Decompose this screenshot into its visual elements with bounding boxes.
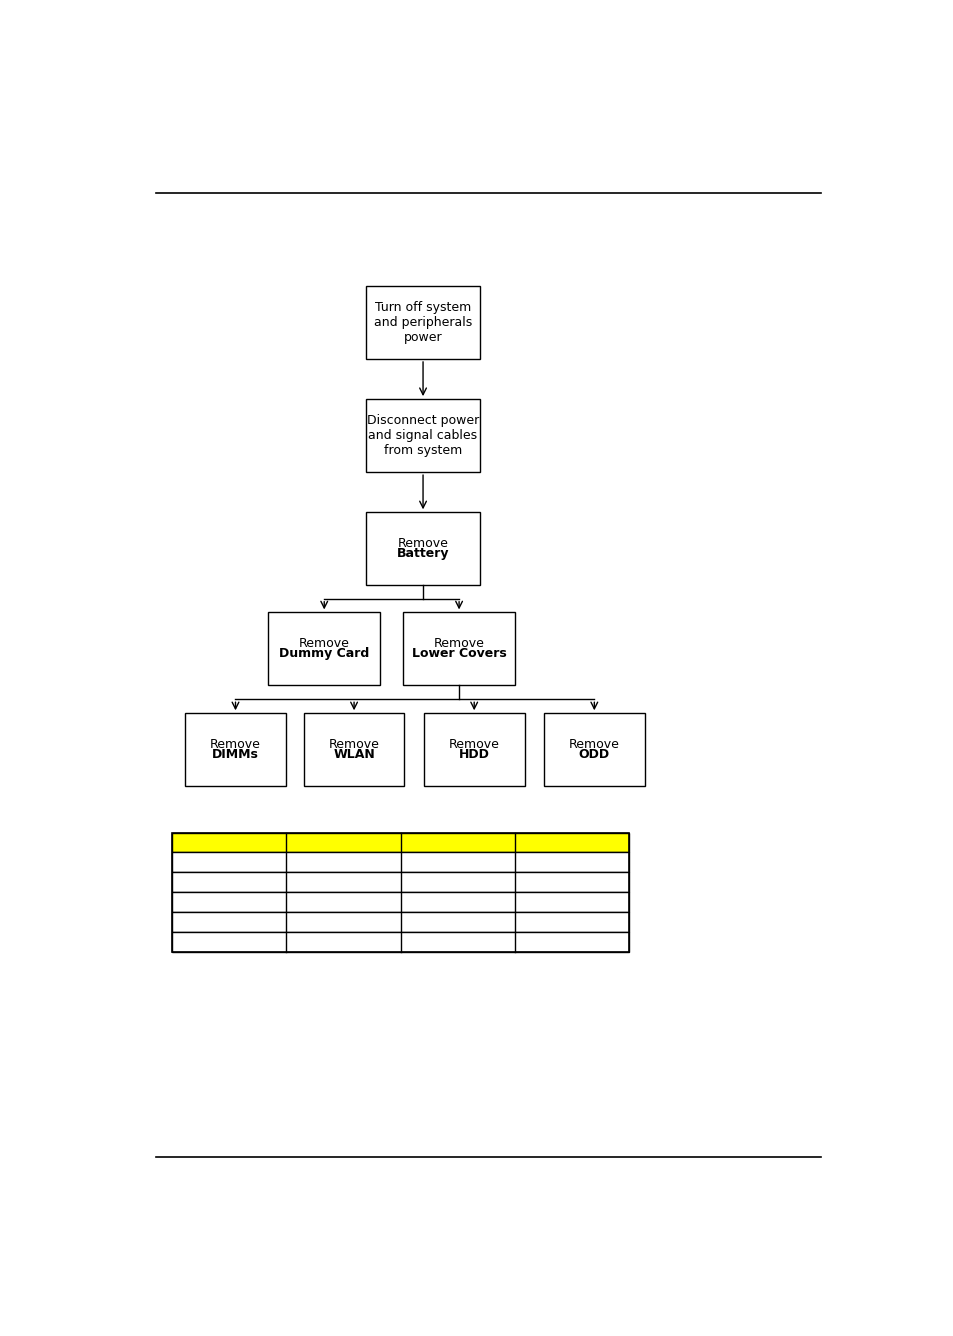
- Bar: [543, 713, 644, 787]
- Bar: [303, 713, 404, 787]
- Bar: [172, 892, 629, 912]
- Bar: [172, 852, 629, 872]
- Text: Remove: Remove: [298, 637, 350, 651]
- Bar: [172, 912, 629, 933]
- Bar: [172, 832, 629, 951]
- Bar: [268, 612, 380, 685]
- Text: WLAN: WLAN: [333, 748, 375, 762]
- Text: Remove: Remove: [448, 739, 499, 751]
- Bar: [365, 286, 480, 359]
- Text: Remove: Remove: [434, 637, 484, 651]
- Text: Lower Covers: Lower Covers: [412, 648, 506, 660]
- Bar: [185, 713, 286, 787]
- Text: HDD: HDD: [458, 748, 489, 762]
- Text: Remove: Remove: [397, 537, 448, 550]
- Bar: [172, 832, 629, 852]
- Bar: [172, 933, 629, 951]
- Text: DIMMs: DIMMs: [212, 748, 258, 762]
- Text: Battery: Battery: [396, 548, 449, 560]
- Text: Dummy Card: Dummy Card: [279, 648, 369, 660]
- Text: Remove: Remove: [210, 739, 261, 751]
- Text: ODD: ODD: [578, 748, 609, 762]
- Bar: [365, 512, 480, 585]
- Bar: [423, 713, 524, 787]
- Text: Remove: Remove: [328, 739, 379, 751]
- Text: Disconnect power
and signal cables
from system: Disconnect power and signal cables from …: [367, 414, 478, 457]
- Text: Remove: Remove: [568, 739, 619, 751]
- Bar: [402, 612, 515, 685]
- Bar: [172, 872, 629, 892]
- Bar: [365, 399, 480, 472]
- Text: Turn off system
and peripherals
power: Turn off system and peripherals power: [374, 301, 472, 343]
